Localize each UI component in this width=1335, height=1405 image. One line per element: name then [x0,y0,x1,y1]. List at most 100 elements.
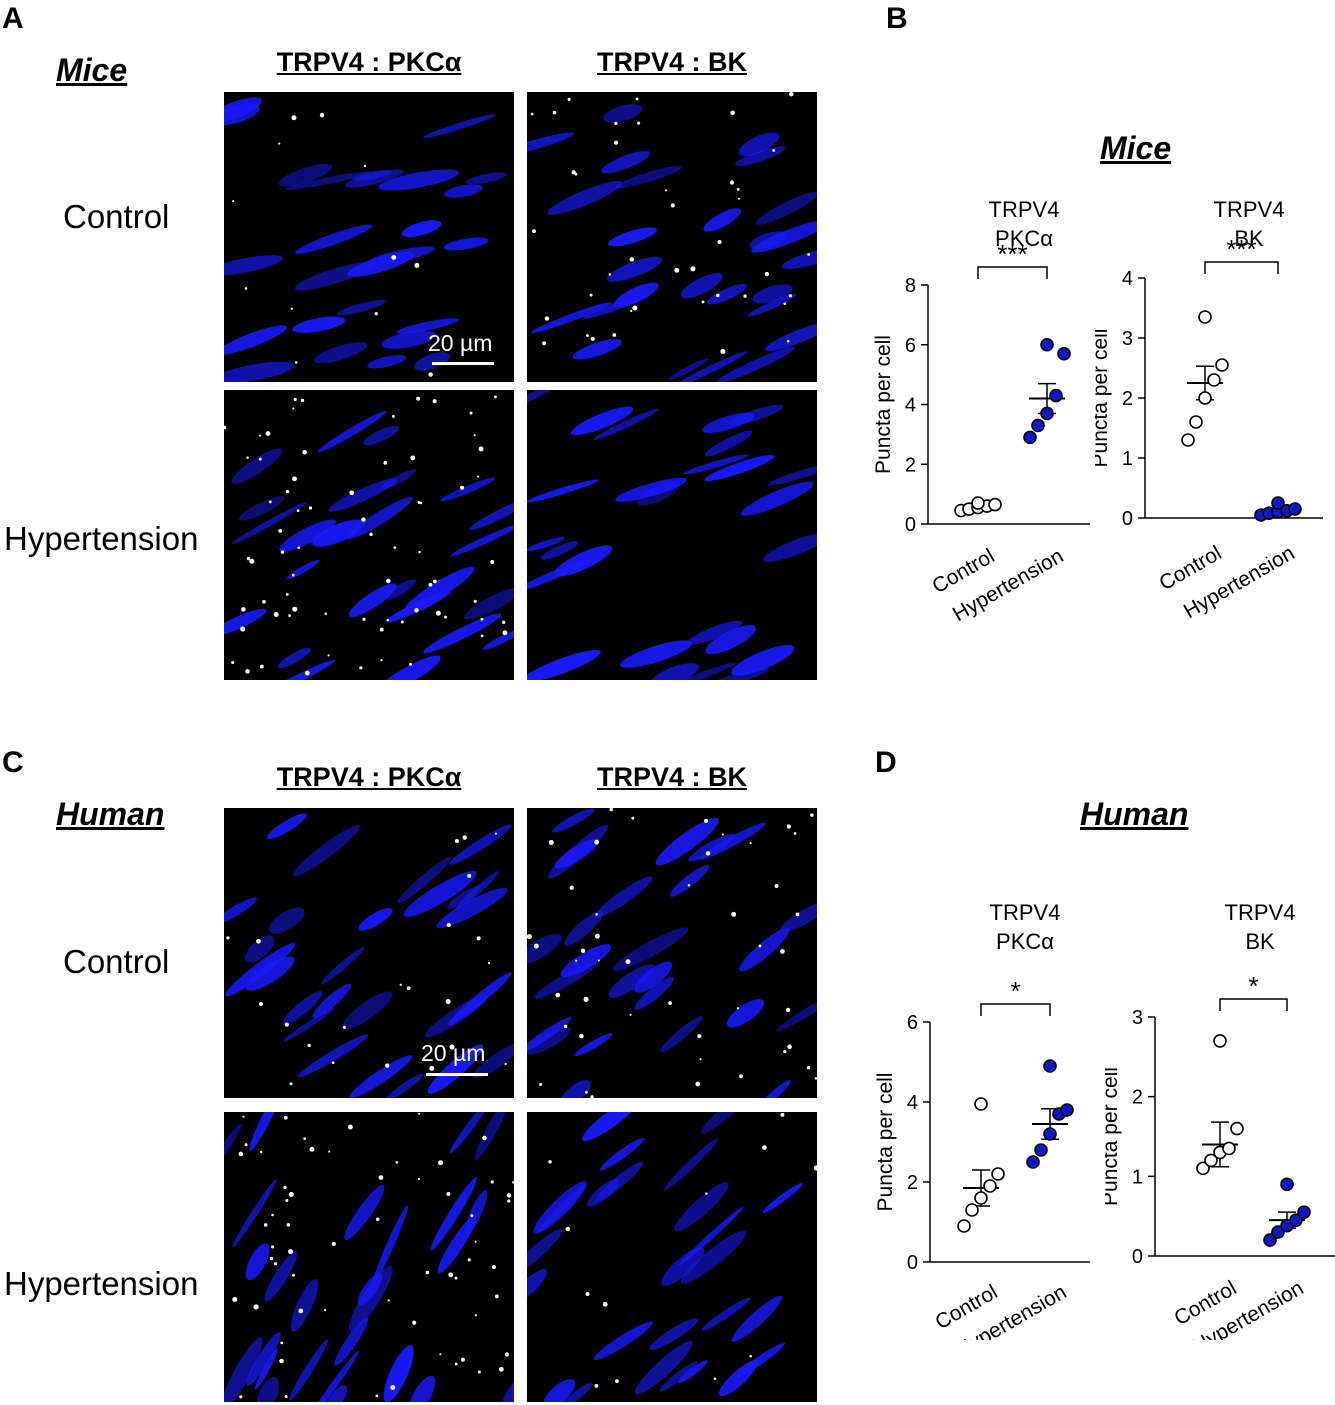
puncta-dot [785,1007,791,1013]
nucleus [527,1229,563,1277]
puncta-dot [502,620,506,624]
nucleus [436,887,508,929]
nucleus [317,410,387,453]
significance-stars: *** [1226,234,1256,264]
puncta-dot [432,579,437,584]
puncta-dot [795,912,800,917]
puncta-dot [417,500,421,504]
puncta-dot [246,556,251,561]
nucleus [444,184,484,198]
puncta-dot [705,851,711,856]
puncta-dot [533,943,539,949]
data-point [1031,418,1045,433]
puncta-dot [439,1353,442,1356]
puncta-dot [467,873,472,878]
nucleus [608,964,655,998]
puncta-dot [780,949,785,954]
puncta-dot [469,411,473,415]
nucleus [688,833,736,862]
nucleus [587,1179,620,1207]
nucleus [408,1375,436,1402]
puncta-dot [285,1198,289,1202]
y-tick-label: 0 [1132,1246,1143,1268]
puncta-dot [585,1090,588,1094]
nucleus [607,256,663,282]
data-point [991,1167,1005,1181]
nucleus [739,927,790,972]
puncta-dot [319,113,325,118]
nucleus [706,283,748,305]
data-point [1230,1121,1244,1136]
puncta-dot [614,121,618,125]
puncta-dot [294,361,298,364]
nucleus [349,1055,413,1098]
puncta-dot [278,529,282,533]
puncta-dot [612,333,617,337]
puncta-dot [717,239,722,244]
panel-letter-b: B [886,2,908,35]
puncta-dot [460,1357,465,1362]
puncta-dot [490,1180,494,1184]
y-tick-label: 4 [1122,268,1133,290]
nucleus [266,813,307,839]
puncta-dot [446,922,451,928]
chart-title: TRPV4 [1225,900,1296,925]
nucleus [671,662,737,680]
puncta-dot [259,664,264,669]
y-tick-label: 0 [905,514,916,536]
nucleus [620,640,693,668]
puncta-dot [349,490,355,496]
nucleus [781,247,817,269]
puncta-dot [487,961,491,965]
significance-bracket [980,1003,1051,1016]
puncta-dot [391,254,397,260]
nucleus [540,541,579,560]
puncta-dot [279,1358,284,1364]
nucleus [527,1026,572,1055]
puncta-dot [400,620,404,624]
nucleus [655,817,719,866]
data-point [1204,1153,1218,1168]
nucleus [649,1318,699,1350]
puncta-dot [375,1217,380,1222]
species-label-human: Human [56,796,165,832]
nucleus [572,339,622,360]
nucleus [682,454,749,475]
puncta-dot [532,229,536,234]
nucleus [254,1348,278,1390]
data-point [1271,496,1285,510]
nucleus [634,961,673,993]
puncta-dot [359,666,363,670]
species-label-human: Human [1080,796,1189,832]
puncta-dot [668,1001,672,1005]
puncta-dot [664,189,668,192]
puncta-dot [609,808,613,812]
nucleus [634,1340,693,1395]
nucleus [430,1177,478,1251]
puncta-dot [271,1213,274,1217]
puncta-dot [239,1395,243,1399]
micrograph-background [527,390,817,680]
puncta-dot [283,1185,287,1190]
micrograph [527,1112,817,1402]
puncta-dot [730,110,735,116]
puncta-dot [736,1007,740,1010]
puncta-dot [284,1022,289,1027]
puncta-dot [783,302,787,306]
data-point [1280,1177,1294,1192]
data-point [957,1219,971,1233]
puncta-dot [512,1181,514,1184]
puncta-dot [783,1050,787,1054]
puncta-dot [386,578,391,584]
nucleus [469,499,514,531]
puncta-dot [291,115,297,121]
puncta-dot [462,835,467,840]
nucleus [292,316,346,333]
nucleus [747,293,797,317]
nucleus [574,1033,613,1057]
y-axis-label: Puncta per cell [1105,1067,1122,1206]
nucleus [464,587,514,620]
nucleus [599,1137,645,1171]
nucleus [334,1317,369,1366]
row-label-hypertension: Hypertension [4,1265,199,1302]
